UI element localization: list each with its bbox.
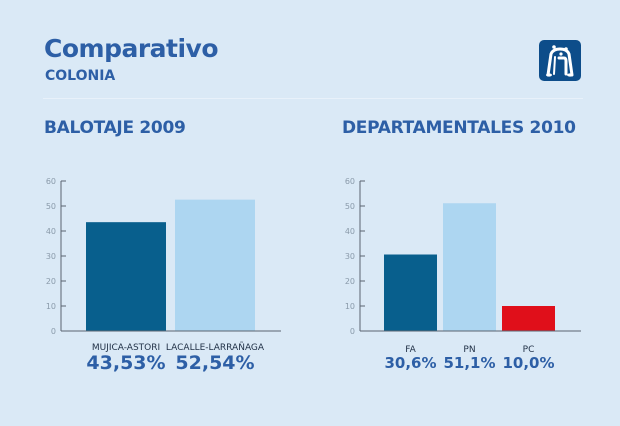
bar-pc — [502, 306, 555, 331]
chart-title-departamentales: DEPARTAMENTALES 2010 — [342, 118, 576, 138]
y-tick-label: 50 — [345, 202, 355, 211]
y-tick-label: 20 — [46, 277, 56, 286]
y-tick-label: 20 — [345, 277, 355, 286]
y-tick-label: 10 — [345, 302, 355, 311]
value-label: 51,1% — [443, 354, 495, 372]
category-label: PC — [523, 345, 535, 355]
value-label: 30,6% — [384, 354, 436, 372]
bar-lacalle-larra-aga — [175, 199, 255, 331]
chart-title-balotaje: BALOTAJE 2009 — [44, 118, 186, 138]
page-title: Comparativo — [44, 34, 219, 63]
y-tick-label: 50 — [46, 202, 56, 211]
bar-mujica-astori — [86, 222, 166, 331]
page-subtitle: COLONIA — [45, 68, 116, 84]
y-tick-label: 60 — [46, 177, 56, 186]
category-label: MUJICA-ASTORI — [92, 343, 160, 353]
category-label: LACALLE-LARRAÑAGA — [166, 342, 265, 353]
bar-pn — [443, 203, 496, 331]
value-label: 10,0% — [502, 354, 554, 372]
y-tick-label: 0 — [350, 327, 355, 336]
y-tick-label: 40 — [345, 227, 355, 236]
category-label: FA — [405, 345, 416, 355]
y-tick-label: 10 — [46, 302, 56, 311]
y-tick-label: 40 — [46, 227, 56, 236]
intendencia-arch-logo-icon — [539, 40, 581, 81]
category-label: PN — [463, 345, 475, 355]
y-tick-label: 30 — [345, 252, 355, 261]
bar-fa — [384, 254, 437, 331]
header-divider — [43, 98, 583, 99]
value-label: 52,54% — [175, 352, 254, 374]
value-label: 43,53% — [86, 352, 165, 374]
y-tick-label: 0 — [51, 327, 56, 336]
y-tick-label: 30 — [46, 252, 56, 261]
y-tick-label: 60 — [345, 177, 355, 186]
